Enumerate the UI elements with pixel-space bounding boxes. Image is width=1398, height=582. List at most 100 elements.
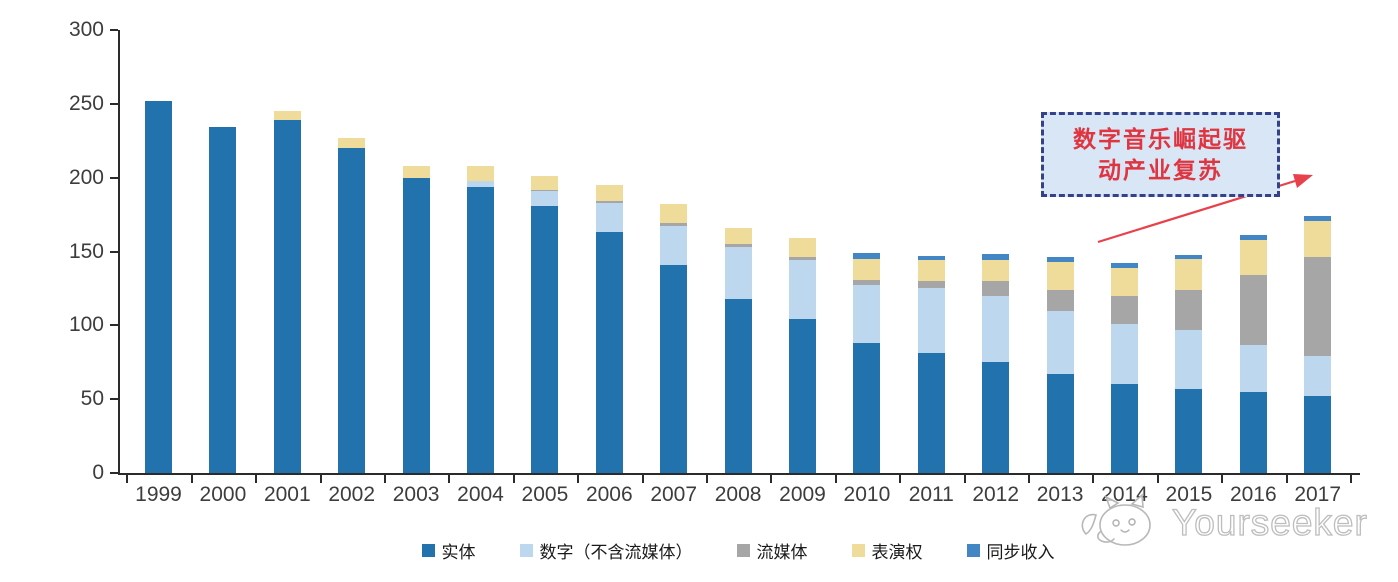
legend-swatch-sync [966,544,980,557]
x-axis-label-2002: 2002 [328,483,376,506]
bar-2002 [338,137,366,473]
bar-segment-performance-rights [1304,220,1332,258]
legend-swatch-streaming [736,544,750,557]
bar-segment-digital-excl-streaming [789,260,816,320]
bar-2005 [531,176,559,473]
bar-segment-digital-excl-streaming [1239,344,1267,392]
x-axis-label-2009: 2009 [779,483,826,506]
legend-swatch-physical [421,544,435,557]
x-axis-tick-mark [1285,475,1288,483]
legend: 实体 数字（不含流媒体） 流媒体 表演权 同步收入 [118,538,1358,563]
x-axis-tick-mark [834,475,837,483]
bar-segment-performance-rights [1046,261,1074,290]
bar-segment-streaming [1239,275,1267,345]
bar-segment-performance-rights [467,165,494,181]
bar-segment-digital-excl-streaming [1046,310,1074,375]
x-axis-tick-mark [577,475,580,483]
bar-2013 [1046,257,1074,473]
bar-2001 [273,111,301,473]
x-axis-tick-mark [1221,475,1224,483]
bar-2008 [724,227,752,473]
legend-label-streaming: 流媒体 [756,543,808,563]
bar-2017 [1304,216,1332,473]
x-axis-label-2016: 2016 [1229,483,1277,506]
x-axis-label-2017: 2017 [1294,483,1342,506]
bar-segment-physical [531,205,559,473]
legend-label-performance-rights: 表演权 [871,543,923,563]
x-axis-label-2015: 2015 [1165,483,1213,506]
y-axis-tick-mark [110,250,118,253]
x-axis-label-2003: 2003 [392,483,440,506]
bar-2016 [1239,235,1267,473]
bar-segment-performance-rights [1239,239,1267,276]
bar-segment-physical [145,100,172,473]
legend-item-streaming: 流媒体 [736,538,808,563]
y-axis-tick-mark [110,472,118,474]
x-axis-tick-mark [899,475,902,483]
bar-segment-sync [982,254,1010,261]
bar-segment-physical [273,120,301,473]
y-axis-tick-mark [110,324,118,327]
bar-segment-performance-rights [531,176,559,190]
y-axis-tick-label: 50 [80,387,104,411]
bar-segment-digital-excl-streaming [467,180,494,187]
bar-segment-streaming [917,281,945,289]
watermark: Yourseeker [1080,492,1368,552]
x-axis-label-2012: 2012 [972,483,1020,506]
bar-segment-digital-excl-streaming [1175,329,1203,389]
bar-segment-digital-excl-streaming [1111,323,1138,385]
bar-segment-physical [1046,374,1074,473]
bar-segment-physical [1111,384,1138,473]
bar-segment-streaming [1175,289,1203,330]
legend-label-sync: 同步收入 [986,543,1055,563]
bar-segment-sync [1046,257,1074,262]
bar-segment-physical [1304,396,1332,473]
bar-segment-physical [789,319,816,473]
x-axis-tick-mark [126,475,129,483]
bar-segment-digital-excl-streaming [982,295,1010,363]
bar-2003 [402,165,430,473]
bar-segment-streaming [853,279,881,286]
bar-segment-physical [1239,391,1267,473]
bar-segment-streaming [789,257,816,261]
y-axis-tick-mark [110,29,118,31]
legend-item-physical: 实体 [421,538,476,563]
y-axis-tick-label: 300 [68,18,104,41]
x-axis-tick-mark [1092,475,1095,483]
legend-swatch-performance-rights [851,544,865,557]
bar-segment-performance-rights [273,111,301,121]
x-axis-tick-mark [963,475,966,483]
bar-segment-streaming [660,223,688,227]
bar-segment-sync [1175,254,1203,259]
y-axis-tick-mark [110,176,118,179]
bar-2007 [660,204,688,473]
bar-segment-streaming [982,281,1010,296]
bar-2012 [982,254,1010,473]
legend-label-physical: 实体 [441,543,476,563]
x-axis-tick-mark [1349,475,1352,483]
bar-segment-physical [917,353,945,473]
bar-segment-physical [595,232,623,473]
legend-item-digital-excl-streaming: 数字（不含流媒体） [519,538,693,563]
bar-2006 [595,185,623,473]
bar-segment-streaming [595,201,623,203]
bar-2009 [789,238,816,473]
legend-item-performance-rights: 表演权 [851,538,923,563]
x-axis-label-2013: 2013 [1036,483,1084,506]
plot-area [118,30,1360,475]
x-axis-label-2006: 2006 [585,483,633,506]
bar-segment-digital-excl-streaming [853,285,881,344]
bar-segment-sync [917,255,945,261]
bar-segment-streaming [1304,257,1332,357]
bar-segment-performance-rights [660,204,688,224]
bar-segment-streaming [531,189,559,191]
bar-segment-performance-rights [724,227,752,245]
bar-segment-digital-excl-streaming [595,202,623,233]
bar-segment-physical [660,264,688,473]
y-axis-tick-mark [110,398,118,401]
bar-2004 [467,165,494,473]
bar-segment-physical [402,177,430,473]
bar-segment-physical [724,298,752,473]
x-axis-tick-mark [319,475,322,483]
